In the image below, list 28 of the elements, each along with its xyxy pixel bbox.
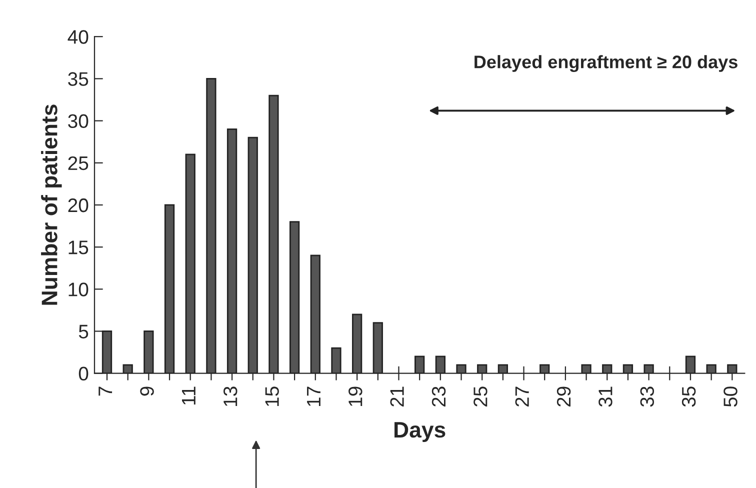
y-tick-label: 10 — [68, 282, 88, 296]
x-tick-label: 17 — [307, 386, 320, 406]
y-axis-title: Number of patients — [41, 104, 62, 305]
x-tick-label: 33 — [640, 386, 654, 407]
x-tick-label: 35 — [682, 386, 696, 407]
y-tick-label: 40 — [68, 30, 88, 44]
x-tick-label: 21 — [390, 386, 404, 406]
x-tick-label: 25 — [474, 386, 488, 406]
x-tick-label: 15 — [265, 386, 279, 406]
x-tick-label: 31 — [598, 386, 612, 407]
y-tick-label: 30 — [68, 114, 88, 128]
x-tick-label: 11 — [182, 386, 196, 405]
x-tick-label: 13 — [223, 386, 238, 406]
y-tick-label: 35 — [68, 72, 88, 86]
x-tick-label: 19 — [348, 386, 362, 406]
x-axis-title: Days — [394, 422, 446, 442]
x-tick-label: 29 — [556, 386, 571, 406]
y-tick-label: 25 — [68, 156, 88, 170]
x-tick-label: 27 — [515, 386, 529, 406]
annotation: Delayed engraftment ≥ 20 days — [474, 55, 738, 72]
x-tick-label: 9 — [140, 386, 154, 396]
x-tick-label: 23 — [432, 386, 446, 406]
y-tick-label: 0 — [78, 366, 88, 381]
y-tick-label: 5 — [78, 324, 88, 338]
x-tick-label: 50 — [724, 386, 738, 407]
y-tick-label: 20 — [68, 198, 88, 212]
x-tick-label: 7 — [98, 386, 112, 396]
y-tick-label: 15 — [68, 240, 88, 254]
